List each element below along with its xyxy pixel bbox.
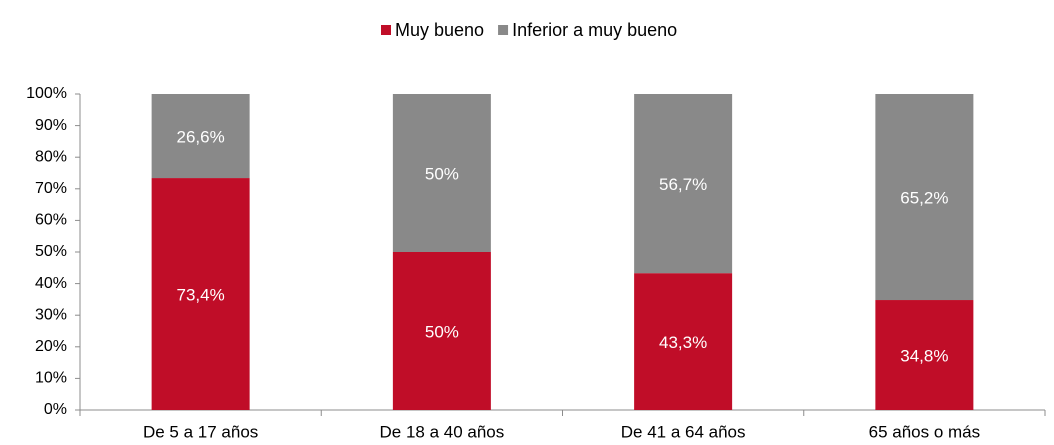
data-label: 50% <box>425 164 459 183</box>
legend-swatch <box>498 25 509 35</box>
x-tick-label: De 5 a 17 años <box>143 422 258 441</box>
data-label: 73,4% <box>177 286 225 305</box>
x-tick-label: 65 años o más <box>869 422 981 441</box>
data-label: 26,6% <box>177 128 225 147</box>
y-tick-label: 80% <box>35 148 67 165</box>
bar-segment <box>392 94 491 252</box>
bar-segment <box>634 94 733 274</box>
legend-label: Muy bueno <box>395 20 484 40</box>
data-label: 65,2% <box>900 189 948 208</box>
y-tick-label: 100% <box>26 85 67 102</box>
y-tick-label: 0% <box>44 401 67 418</box>
bar-segment <box>634 273 733 410</box>
data-label: 56,7% <box>659 175 707 194</box>
y-tick-label: 40% <box>35 275 67 292</box>
data-label: 50% <box>425 322 459 341</box>
y-tick-label: 60% <box>35 212 67 229</box>
legend-label: Inferior a muy bueno <box>512 20 677 40</box>
y-tick-label: 90% <box>35 117 67 134</box>
bar-segment <box>151 178 250 410</box>
bar-segment <box>151 94 250 179</box>
bar-segment <box>875 94 974 301</box>
y-tick-label: 10% <box>35 370 67 387</box>
y-tick-label: 50% <box>35 243 67 260</box>
y-tick-label: 20% <box>35 338 67 355</box>
bar-segment <box>875 300 974 410</box>
x-tick-label: De 18 a 40 años <box>379 422 504 441</box>
legend-swatch <box>381 25 391 35</box>
data-label: 43,3% <box>659 333 707 352</box>
x-tick-label: De 41 a 64 años <box>621 422 746 441</box>
y-tick-label: 70% <box>35 180 67 197</box>
bar-segment <box>392 252 491 410</box>
data-label: 34,8% <box>900 347 948 366</box>
y-tick-label: 30% <box>35 306 67 323</box>
